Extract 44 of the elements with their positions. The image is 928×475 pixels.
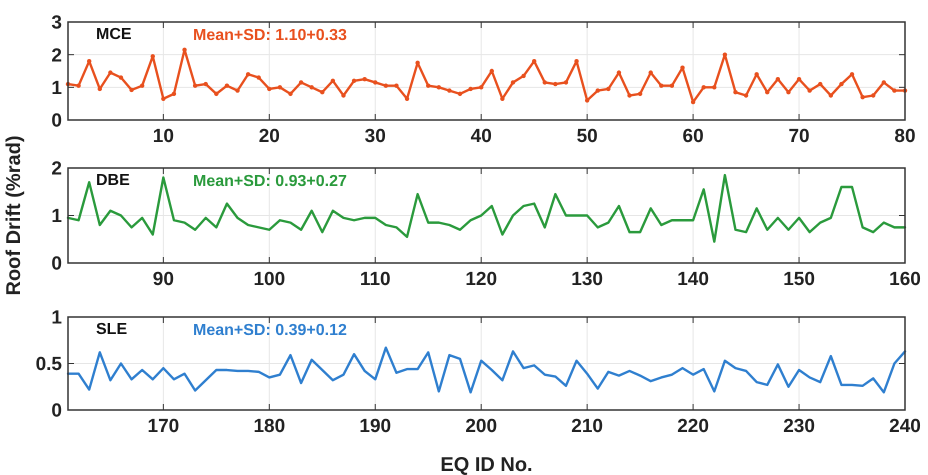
- y-tick-label: 1: [51, 308, 62, 329]
- x-tick-label: 230: [783, 416, 815, 437]
- chart-title: SLE: [96, 321, 128, 338]
- x-tick-label: 220: [677, 416, 709, 437]
- annotation: Mean+SD: 0.39+0.12: [193, 322, 347, 339]
- x-tick-label: 80: [894, 126, 916, 147]
- y-tick-label: 0.5: [36, 354, 62, 376]
- line-series: [66, 174, 906, 243]
- x-tick-label: 30: [364, 126, 386, 147]
- annotation: Mean+SD: 0.93+0.27: [193, 173, 347, 190]
- x-tick-label: 10: [152, 126, 174, 147]
- x-tick-label: 160: [889, 269, 921, 290]
- x-tick-label: 70: [788, 126, 810, 147]
- x-tick-label: 100: [253, 269, 286, 290]
- x-tick-label: 120: [465, 269, 498, 290]
- x-tick-label: 190: [359, 416, 392, 437]
- x-tick-label: 240: [889, 416, 921, 437]
- y-tick-label: 2: [51, 45, 62, 66]
- y-tick-label: 2: [51, 158, 62, 180]
- annotation: Mean+SD: 1.10+0.33: [193, 27, 347, 44]
- y-tick-label: 0: [51, 400, 62, 422]
- chart-title: MCE: [96, 26, 132, 43]
- x-tick-label: 150: [783, 269, 815, 290]
- x-tick-label: 40: [470, 126, 492, 147]
- x-tick-label: 50: [576, 126, 598, 147]
- y-axis-title: Roof Drift (%rad): [3, 136, 25, 296]
- x-tick-label: 60: [682, 126, 704, 147]
- chart-title: DBE: [96, 172, 130, 189]
- x-tick-label: 130: [571, 269, 604, 290]
- y-tick-label: 3: [51, 12, 62, 34]
- y-tick-label: 1: [51, 78, 62, 99]
- y-tick-label: 1: [51, 206, 62, 228]
- x-tick-label: 110: [360, 269, 391, 290]
- x-tick-label: 200: [465, 416, 498, 437]
- x-tick-label: 20: [258, 126, 280, 147]
- y-tick-label: 0: [51, 110, 62, 132]
- x-tick-label: 140: [677, 269, 709, 290]
- x-axis-title: EQ ID No.: [440, 454, 533, 475]
- x-tick-label: 210: [571, 416, 604, 437]
- y-tick-label: 0: [51, 254, 62, 275]
- line-series: [66, 346, 906, 394]
- x-tick-label: 180: [253, 416, 286, 437]
- x-tick-label: 90: [152, 269, 174, 290]
- x-tick-label: 170: [148, 416, 180, 437]
